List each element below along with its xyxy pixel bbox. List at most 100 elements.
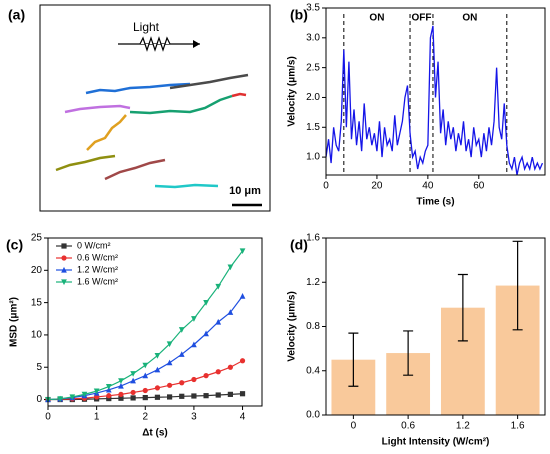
light-wave — [139, 36, 171, 52]
marker — [154, 394, 161, 400]
y-tick-label: 2.5 — [306, 62, 320, 73]
y-tick-label: 5 — [36, 362, 42, 373]
y-tick-label: 1.5 — [306, 122, 320, 133]
marker — [239, 293, 246, 299]
panel-label: (c) — [6, 237, 23, 253]
trajectory — [86, 114, 127, 151]
marker — [179, 380, 185, 386]
marker — [154, 366, 161, 373]
marker — [93, 388, 100, 395]
marker — [130, 377, 136, 384]
marker — [106, 395, 112, 402]
x-tick-label: 3 — [191, 412, 197, 423]
marker — [130, 395, 136, 401]
marker — [154, 385, 161, 391]
marker — [227, 264, 234, 271]
y-tick-label: 0.4 — [306, 365, 320, 376]
marker — [166, 341, 173, 348]
marker — [178, 327, 185, 333]
trajectory — [64, 104, 131, 114]
marker — [166, 359, 173, 366]
panel-label: (d) — [290, 237, 308, 253]
y-tick-label: 0.8 — [306, 321, 320, 332]
marker — [203, 330, 209, 337]
legend-label: 0.6 W/cm² — [77, 252, 118, 262]
x-axis-label: Time (s) — [416, 197, 454, 208]
marker — [118, 395, 124, 401]
marker — [69, 394, 76, 401]
plot-frame — [325, 7, 546, 176]
marker — [166, 382, 173, 388]
annotation: ON — [369, 13, 384, 24]
marker — [118, 391, 124, 397]
error-bar — [457, 273, 468, 342]
marker — [57, 396, 64, 403]
x-tick-label: 2 — [142, 412, 148, 423]
y-axis-label: Velocity (μm/s) — [287, 291, 298, 362]
x-tick-label: 60 — [473, 181, 485, 192]
marker — [203, 393, 209, 399]
series-line — [325, 25, 544, 176]
legend-label: 0 W/cm² — [77, 240, 111, 250]
plot-frame — [325, 237, 546, 416]
x-tick-label: 4 — [240, 412, 246, 423]
x-tick-label: 0 — [323, 181, 329, 192]
legend-marker — [61, 255, 67, 261]
legend-marker — [61, 243, 67, 249]
marker — [142, 387, 148, 394]
legend-marker — [61, 279, 67, 286]
marker — [130, 371, 136, 377]
y-tick-label: 10 — [31, 330, 43, 341]
trajectory — [104, 158, 166, 181]
y-tick-label: 3.5 — [306, 3, 320, 14]
trajectory — [169, 73, 249, 90]
marker — [239, 358, 246, 364]
error-bar — [348, 332, 359, 387]
marker — [227, 364, 233, 370]
marker — [227, 391, 233, 397]
y-tick-label: 1.6 — [306, 233, 320, 244]
annotation: OFF — [411, 13, 431, 24]
legend-marker — [61, 266, 67, 273]
marker — [142, 372, 149, 379]
series-line — [47, 295, 244, 401]
marker — [215, 318, 222, 325]
y-tick-label: 2.0 — [306, 92, 320, 103]
marker — [191, 341, 197, 348]
marker — [106, 393, 112, 399]
scale-bar-label: 10 μm — [229, 185, 261, 197]
x-tick-label: 40 — [422, 181, 434, 192]
trajectory — [154, 183, 219, 189]
marker — [178, 351, 185, 357]
marker — [179, 393, 185, 399]
x-tick-label: 20 — [371, 181, 383, 192]
x-tick-label: 0 — [351, 421, 357, 432]
x-tick-label: 0 — [45, 412, 51, 423]
y-tick-label: 15 — [31, 297, 43, 308]
trajectory — [231, 92, 247, 98]
trajectory — [55, 154, 116, 172]
marker — [81, 391, 88, 398]
marker — [166, 394, 173, 400]
marker — [239, 391, 246, 397]
legend-label: 1.6 W/cm² — [77, 276, 118, 286]
marker — [130, 389, 136, 396]
x-axis-label: Light Intensity (W/cm²) — [382, 437, 490, 448]
marker — [191, 393, 197, 399]
y-tick-label: 25 — [31, 233, 43, 244]
y-tick-label: 1.0 — [306, 152, 320, 163]
plot-frame — [47, 237, 263, 407]
x-tick-label: 1 — [94, 412, 100, 423]
marker — [227, 309, 234, 315]
marker — [191, 316, 197, 322]
marker — [105, 384, 112, 390]
marker — [215, 392, 221, 398]
y-tick-label: 0.0 — [306, 410, 320, 421]
y-tick-label: 20 — [31, 265, 43, 276]
x-tick-label: 1.2 — [456, 421, 470, 432]
x-axis-label: Δt (s) — [142, 428, 168, 439]
marker — [203, 300, 209, 306]
annotation: Light — [133, 20, 160, 34]
error-bar — [512, 240, 523, 331]
